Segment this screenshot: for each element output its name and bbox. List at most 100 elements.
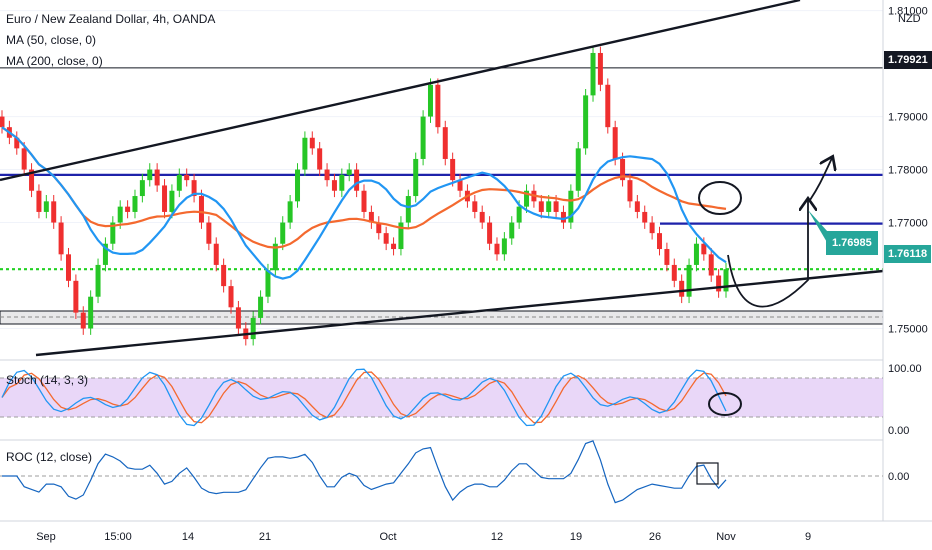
ma-cross-circle	[698, 181, 742, 215]
candle-body	[427, 84, 433, 117]
candle-body	[612, 127, 618, 159]
time-tick: Nov	[716, 531, 736, 543]
projection-path	[727, 200, 808, 308]
candle-body	[317, 148, 323, 170]
candle-body	[21, 148, 27, 170]
candle-body	[398, 222, 404, 250]
price-tick: 1.78000	[888, 165, 928, 177]
candle-body	[339, 174, 345, 191]
candle-body	[36, 190, 42, 212]
stoch-legend: Stoch (14, 3, 3)	[6, 373, 89, 387]
candle-body	[391, 243, 397, 250]
candle-body	[560, 211, 566, 223]
candle-body	[198, 196, 204, 223]
stoch-k-line	[1, 368, 727, 427]
candle-body	[679, 280, 685, 297]
candle-body	[583, 95, 589, 149]
candle-body	[272, 243, 278, 271]
price-axis[interactable]: 1.81000 1.79000 1.78000 1.77000 1.75000	[888, 6, 928, 336]
candle-body	[354, 169, 360, 191]
stoch-d-line	[1, 371, 727, 424]
callout-price-box: 1.76985	[826, 231, 878, 255]
candle-body	[280, 222, 286, 244]
grid-lines	[0, 10, 883, 330]
stoch-band	[0, 378, 883, 417]
candle-body	[14, 137, 20, 149]
candle-body	[516, 206, 522, 223]
candle-body	[132, 196, 138, 212]
candle-body	[686, 264, 692, 297]
candle-body	[309, 137, 315, 149]
time-axis[interactable]: Sep 15:00 14 21 Oct 12 19 26 Nov 9	[36, 531, 811, 543]
candle-body	[110, 222, 116, 244]
candle-body	[575, 148, 581, 191]
candle-body	[235, 307, 241, 329]
candle-body	[524, 190, 530, 207]
candle-body	[65, 254, 71, 281]
ma200-legend: MA (200, close, 0)	[6, 54, 103, 68]
candle-body	[509, 222, 515, 239]
candle-body	[487, 222, 493, 244]
candle-body	[302, 137, 308, 170]
stoch-circle	[708, 392, 742, 416]
candle-body	[368, 211, 374, 223]
time-tick: Sep	[36, 531, 56, 543]
time-tick: 19	[570, 531, 582, 543]
lower-trendline	[35, 269, 884, 357]
time-tick: Oct	[379, 531, 396, 543]
candle-body	[413, 158, 419, 197]
candle-body	[693, 243, 699, 265]
price-tick: 1.75000	[888, 324, 928, 336]
candle-body	[80, 312, 86, 329]
candle-body	[442, 127, 448, 159]
roc-tick-0: 0.00	[888, 471, 909, 483]
candle-body	[213, 243, 219, 265]
candle-series	[0, 46, 729, 346]
time-tick: 26	[649, 531, 661, 543]
callout-pointer	[808, 210, 828, 244]
roc-line	[2, 440, 727, 504]
candle-body	[383, 233, 389, 244]
candle-body	[88, 296, 94, 329]
price-tick: 1.81000	[888, 6, 928, 18]
ma200-line	[1, 126, 727, 249]
candle-body	[479, 211, 485, 223]
stoch-tick-0: 0.00	[888, 425, 909, 437]
candle-body	[184, 174, 190, 181]
candle-body	[501, 238, 507, 255]
ma50-legend: MA (50, close, 0)	[6, 33, 97, 47]
candle-body	[435, 84, 441, 128]
candle-body	[117, 206, 123, 223]
candle-body	[634, 201, 640, 212]
candle-body	[221, 264, 227, 287]
candle-body	[361, 190, 367, 212]
candle-body	[538, 201, 544, 212]
candle-body	[642, 211, 648, 223]
candle-body	[73, 280, 79, 313]
candle-body	[346, 169, 352, 175]
chart-title: Euro / New Zealand Dollar, 4h, OANDA	[6, 12, 216, 26]
candle-body	[265, 270, 271, 297]
time-tick: 15:00	[104, 531, 132, 543]
time-tick: 12	[491, 531, 503, 543]
candle-body	[154, 169, 160, 186]
candle-body	[671, 264, 677, 281]
candle-body	[295, 169, 301, 202]
candle-body	[450, 158, 456, 181]
candle-body	[139, 180, 145, 197]
candle-body	[568, 190, 574, 223]
candle-body	[420, 116, 426, 159]
candle-body	[457, 180, 463, 191]
candle-body	[546, 201, 552, 212]
candle-body	[331, 180, 337, 191]
candle-body	[405, 196, 411, 223]
candle-body	[723, 269, 729, 292]
candle-body	[51, 201, 57, 223]
candle-body	[95, 264, 101, 297]
candle-body	[58, 222, 64, 255]
candle-body	[0, 116, 5, 128]
candle-body	[657, 233, 663, 250]
time-tick: 14	[182, 531, 194, 543]
stoch-tick-100: 100.00	[888, 363, 922, 375]
